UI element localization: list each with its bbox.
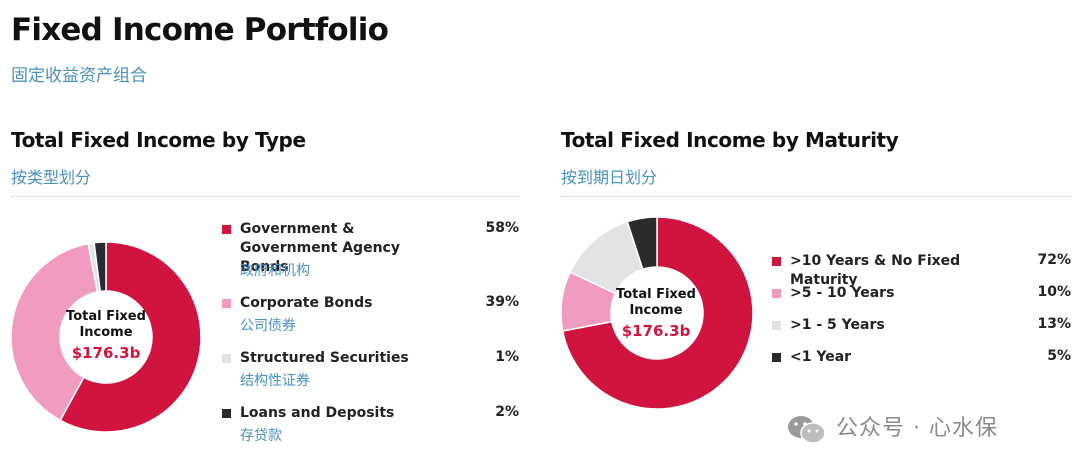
legend-item: Government & Government Agency Bonds 政府和…: [222, 220, 519, 280]
legend-value: 1%: [495, 349, 519, 365]
donut-chart: [10, 241, 202, 433]
chart-title: Total Fixed Income by Maturity: [561, 128, 899, 152]
legend-label-cn: 存贷款: [240, 428, 282, 444]
donut-center-label: Total Fixed Income: [66, 309, 146, 340]
chart-subtitle: 按到期日划分: [561, 168, 658, 187]
legend-swatch: [222, 409, 231, 418]
legend-label-cn: 结构性证券: [240, 373, 310, 389]
legend-label: >10 Years & No Fixed Maturity: [790, 253, 961, 288]
legend-item: <1 Year 5%: [772, 348, 1071, 370]
legend-value: 72%: [1037, 252, 1071, 268]
legend-value: 39%: [485, 294, 519, 310]
donut-center-value: $176.3b: [621, 322, 691, 340]
legend-swatch: [222, 354, 231, 363]
donut-center-label: Total Fixed Income: [616, 287, 696, 318]
legend-swatch: [222, 225, 231, 234]
donut-center-value: $176.3b: [71, 344, 141, 362]
legend-swatch: [772, 289, 781, 298]
legend-value: 58%: [485, 220, 519, 236]
legend-swatch: [222, 299, 231, 308]
donut-slice: [561, 216, 754, 410]
legend-item: >5 - 10 Years 10%: [772, 284, 1071, 306]
legend-value: 10%: [1037, 284, 1071, 300]
legend-label-cn: 政府和机构: [240, 263, 310, 279]
legend-swatch: [772, 321, 781, 330]
legend-value: 13%: [1037, 316, 1071, 332]
divider: [561, 196, 1071, 197]
legend-swatch: [772, 353, 781, 362]
legend-label: Corporate Bonds: [240, 295, 373, 311]
legend-value: 5%: [1047, 348, 1071, 364]
chart-panel-maturity: Total Fixed Income by Maturity 按到期日划分 To…: [560, 128, 1071, 458]
legend-swatch: [772, 257, 781, 266]
donut-slice: [59, 241, 202, 433]
legend-item: Corporate Bonds 公司债券 39%: [222, 294, 519, 334]
legend-label: >1 - 5 Years: [790, 317, 885, 333]
legend-label: Structured Securities: [240, 350, 409, 366]
legend-label: <1 Year: [790, 349, 852, 365]
legend-value: 2%: [495, 404, 519, 420]
chart-subtitle: 按类型划分: [11, 168, 92, 187]
donut-chart: [560, 216, 754, 410]
legend-label: >5 - 10 Years: [790, 285, 895, 301]
legend-item: Structured Securities 结构性证券 1%: [222, 349, 519, 389]
chart-title: Total Fixed Income by Type: [11, 128, 306, 152]
legend-label: Government & Government Agency Bonds: [240, 221, 400, 275]
legend-label-cn: 公司债券: [240, 318, 296, 334]
chart-panel-type: Total Fixed Income by Type 按类型划分 Total F…: [10, 128, 519, 458]
legend-item: >1 - 5 Years 13%: [772, 316, 1071, 338]
page-title: Fixed Income Portfolio: [11, 12, 389, 48]
legend-item: >10 Years & No Fixed Maturity 72%: [772, 252, 1071, 288]
donut-slice: [93, 241, 107, 293]
donut-slice: [626, 216, 658, 271]
divider: [11, 196, 519, 197]
legend-item: Loans and Deposits 存贷款 2%: [222, 404, 519, 444]
page-subtitle: 固定收益资产组合: [11, 66, 147, 86]
watermark-text: 公众号 · 心水保: [836, 416, 998, 441]
wechat-icon: [788, 416, 826, 444]
donut-slice: [10, 242, 99, 422]
legend-label: Loans and Deposits: [240, 405, 395, 421]
